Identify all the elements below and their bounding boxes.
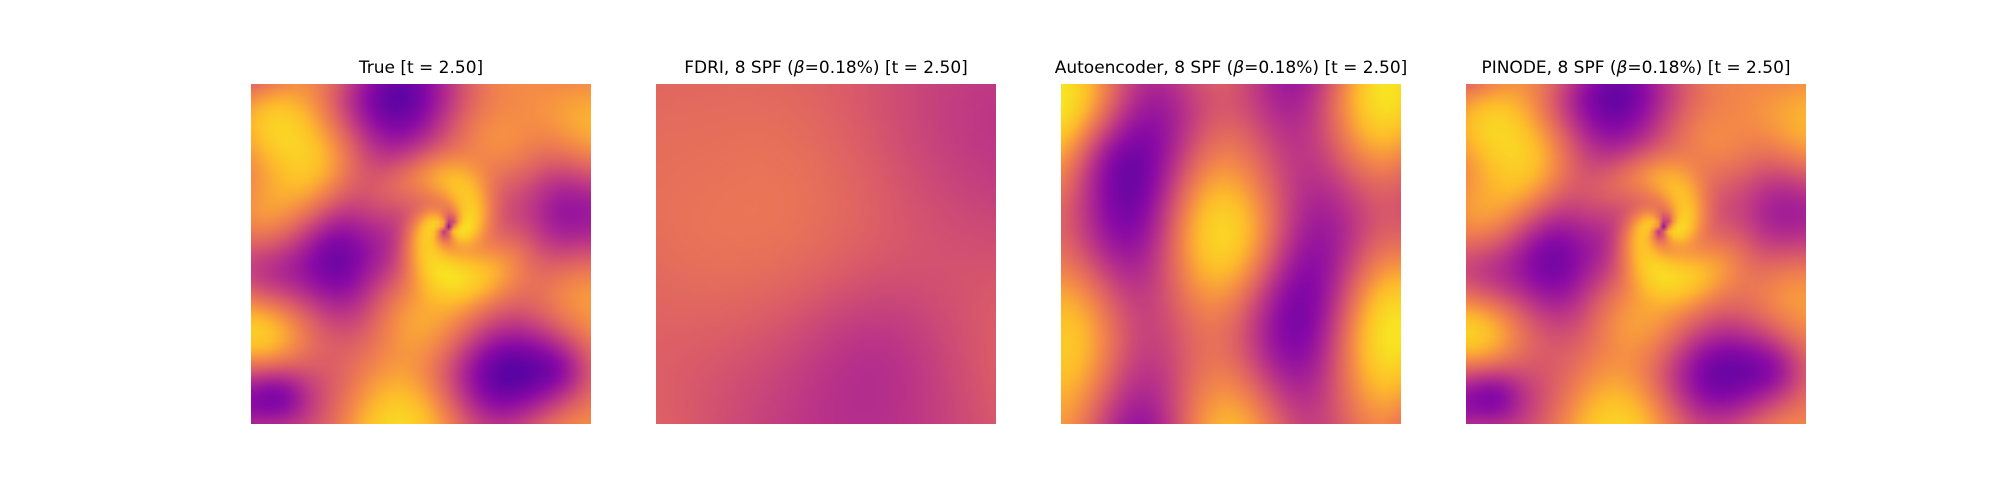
panel-title-autoencoder: Autoencoder, 8 SPF (β=0.18%) [t = 2.50] <box>1054 58 1408 78</box>
field-image-autoencoder <box>1061 84 1401 424</box>
panel-title-pinode: PINODE, 8 SPF (β=0.18%) [t = 2.50] <box>1481 58 1791 78</box>
panel-title-fdri: FDRI, 8 SPF (β=0.18%) [t = 2.50] <box>684 58 968 78</box>
panel-title-true: True [t = 2.50] <box>358 58 484 78</box>
field-image-true <box>251 84 591 424</box>
field-image-fdri <box>656 84 996 424</box>
field-image-pinode <box>1466 84 1806 424</box>
